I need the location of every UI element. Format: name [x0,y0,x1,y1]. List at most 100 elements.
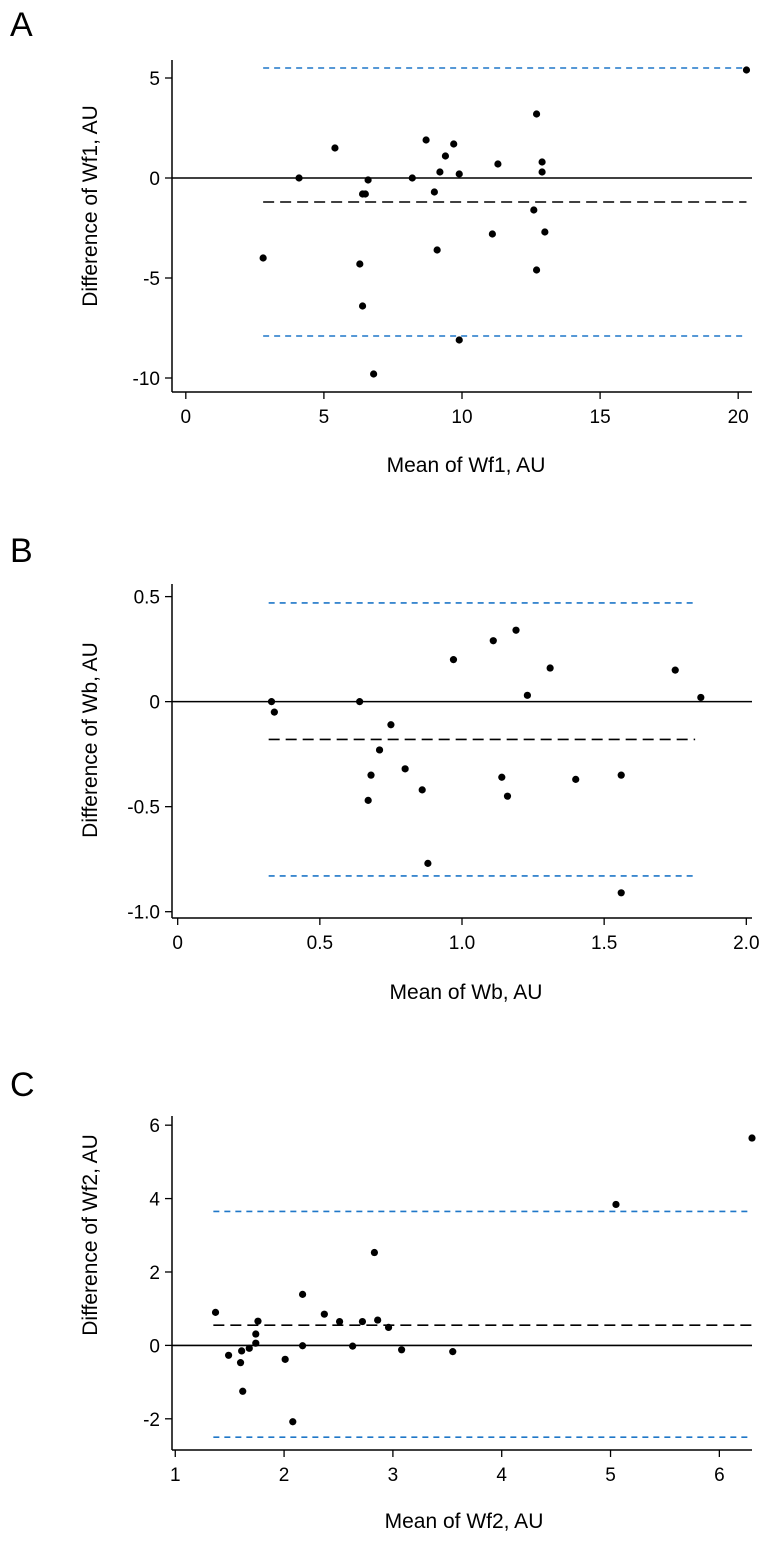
data-point-a [455,336,463,344]
data-point-a [455,170,463,178]
x-tick-label-b: 0.5 [307,933,333,954]
data-point-c [398,1346,406,1354]
x-tick-label-b: 0 [172,933,183,954]
data-point-c [349,1342,357,1350]
x-axis-label-b: Mean of Wb, AU [390,981,543,1004]
data-point-a [441,152,450,160]
panel-b: B 0 0.5 1.0 1.5 2.0 0.5 0 -0.5 -1.0 Mean of Wb,… [10,532,760,1004]
data-point-b [498,773,506,781]
panel-c: C 1 2 3 4 5 6 6 4 2 0 -2 Mean of Wf2, AU Differen… [10,1066,756,1533]
data-point-c [320,1310,328,1318]
data-point-a [530,206,538,214]
data-point-c [281,1355,289,1363]
data-point-b [546,664,554,672]
panel-letter-c: C [10,1066,35,1104]
data-point-a [408,174,416,182]
data-point-a [356,260,364,268]
data-point-b [671,666,679,674]
x-tick-label-c: 2 [279,1465,290,1486]
data-point-b [512,626,520,634]
data-point-a [295,174,303,182]
y-tick-label-b: 0.5 [134,588,160,609]
points-c [211,1134,756,1426]
data-point-c [298,1342,307,1350]
data-point-a [538,168,546,176]
y-tick-label-c: 2 [149,1263,160,1284]
x-tick-label-a: 5 [319,407,330,428]
data-point-b [356,698,364,706]
panel-a: A 0 5 10 15 20 5 0 -5 -10 Mean of Wf1, AU Diffe… [10,6,752,477]
data-point-b [424,859,432,867]
data-point-a [488,230,496,238]
data-point-c [298,1290,307,1298]
data-point-c [384,1323,393,1332]
data-point-c [245,1344,253,1352]
data-point-b [523,691,531,699]
data-point-c [748,1134,756,1142]
data-point-c [224,1351,233,1359]
y-tick-label-a: -10 [133,369,160,390]
data-point-a [538,158,546,166]
y-axis-label-c: Difference of Wf2, AU [79,1134,102,1336]
y-tick-label-b: -0.5 [127,798,160,819]
data-point-b [697,693,705,702]
data-point-b [367,771,375,779]
data-point-a [422,136,430,144]
x-tick-label-a: 15 [590,407,611,428]
y-ticks-a: 5 0 -5 -10 [133,69,172,390]
data-point-a [494,160,502,168]
data-point-c [358,1317,367,1326]
y-tick-label-c: 4 [149,1190,160,1211]
data-point-c [252,1330,260,1338]
data-point-c [252,1339,260,1347]
panel-letter-a: A [10,6,33,44]
y-ticks-b: 0.5 0 -0.5 -1.0 [127,588,172,924]
data-point-a [436,168,444,176]
x-ticks-c: 1 2 3 4 5 6 [170,1450,725,1486]
data-point-a [358,302,367,310]
x-tick-label-b: 1.5 [591,933,617,954]
x-tick-label-a: 20 [728,407,749,428]
data-point-a [541,228,549,236]
reference-lines-b [172,602,752,877]
x-tick-label-a: 0 [181,407,192,428]
y-tick-label-b: -1.0 [127,903,160,924]
data-point-a [370,370,378,378]
y-tick-label-a: 5 [149,69,160,90]
data-point-a [331,144,339,152]
data-point-a [364,176,372,184]
data-point-c [238,1347,246,1355]
data-point-b [489,637,497,645]
y-tick-label-c: 6 [149,1116,160,1137]
x-tick-label-c: 4 [496,1465,507,1486]
y-axis-label-a: Difference of Wf1, AU [79,105,102,307]
data-point-a [742,66,751,74]
y-tick-label-c: 0 [149,1336,160,1357]
data-point-a [532,266,541,274]
y-tick-label-a: 0 [149,169,160,190]
data-point-a [532,110,541,118]
data-point-c [335,1317,344,1326]
x-tick-label-c: 3 [388,1465,399,1486]
points-b [267,626,705,897]
x-tick-label-b: 1.0 [449,933,475,954]
data-point-c [289,1418,297,1426]
y-axis-label-b: Difference of Wb, AU [79,642,102,838]
data-point-a [361,190,369,198]
data-point-b [449,656,458,664]
x-ticks-b: 0 0.5 1.0 1.5 2.0 [172,918,760,954]
data-point-b [572,775,580,783]
data-point-c [612,1200,620,1209]
x-tick-label-a: 10 [451,407,472,428]
data-point-c [211,1308,220,1316]
x-tick-label-b: 2.0 [733,933,759,954]
data-point-a [259,254,267,262]
x-axis-label-c: Mean of Wf2, AU [385,1510,544,1533]
data-point-b [375,746,384,754]
y-tick-label-a: -5 [143,269,160,290]
data-point-c [236,1359,245,1367]
data-point-b [617,771,625,779]
data-point-b [401,765,409,773]
data-point-b [364,796,372,804]
